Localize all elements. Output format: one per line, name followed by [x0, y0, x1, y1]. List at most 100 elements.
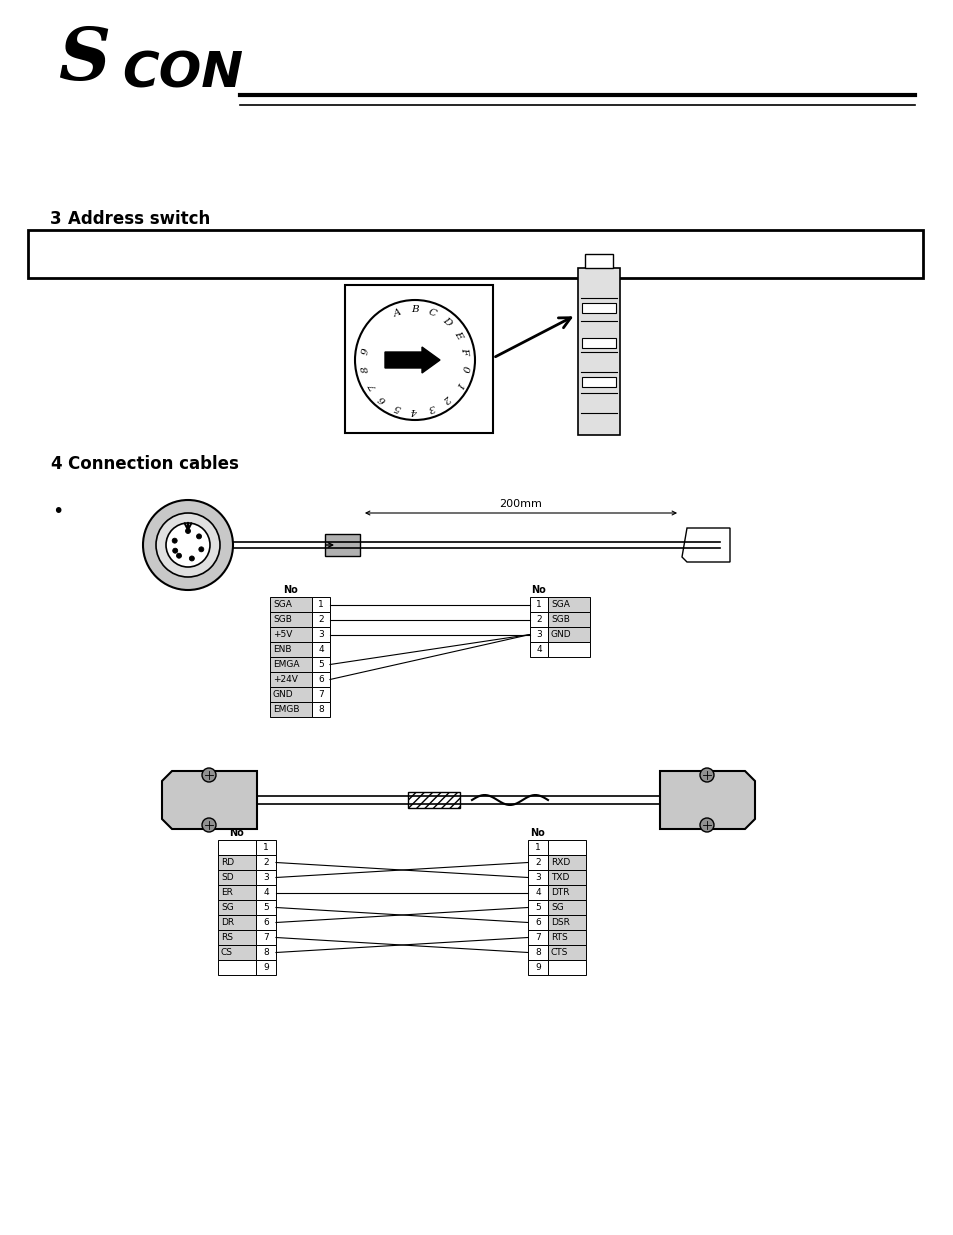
Bar	[547, 930, 585, 945]
Bar	[530, 642, 547, 657]
Text: 3: 3	[427, 401, 436, 412]
Text: 1: 1	[317, 600, 323, 609]
Text: 4: 4	[412, 405, 417, 415]
Bar	[547, 840, 585, 855]
Bar	[527, 869, 547, 885]
Bar	[547, 613, 589, 627]
Polygon shape	[162, 771, 256, 829]
Text: 8: 8	[263, 948, 269, 957]
Bar	[312, 657, 330, 672]
Bar	[218, 885, 255, 900]
Bar	[527, 855, 547, 869]
Circle shape	[700, 768, 713, 782]
Text: 8: 8	[535, 948, 540, 957]
Text: GND: GND	[273, 690, 294, 699]
Text: 4: 4	[536, 645, 541, 655]
Bar	[255, 885, 275, 900]
Bar	[312, 613, 330, 627]
Text: 8: 8	[317, 705, 323, 714]
Text: RD: RD	[221, 858, 233, 867]
Bar	[255, 930, 275, 945]
Text: +5V: +5V	[273, 630, 292, 638]
Bar	[218, 930, 255, 945]
Text: CON: CON	[122, 49, 243, 98]
Text: No: No	[530, 827, 545, 839]
Text: 200mm: 200mm	[499, 499, 542, 509]
Polygon shape	[659, 771, 754, 829]
Text: 7: 7	[535, 932, 540, 942]
Bar	[527, 960, 547, 974]
Text: No: No	[531, 585, 546, 595]
Circle shape	[189, 556, 194, 561]
Text: B: B	[411, 305, 418, 315]
Circle shape	[172, 538, 177, 543]
Circle shape	[196, 534, 201, 538]
Bar	[584, 254, 613, 268]
Bar	[270, 642, 312, 657]
Text: 6: 6	[535, 918, 540, 927]
Bar	[530, 627, 547, 642]
Circle shape	[202, 768, 215, 782]
Text: 9: 9	[535, 963, 540, 972]
Text: 2: 2	[263, 858, 269, 867]
Text: 7: 7	[366, 380, 376, 390]
Ellipse shape	[355, 300, 475, 420]
Text: ER: ER	[221, 888, 233, 897]
Circle shape	[185, 529, 191, 534]
Text: 7: 7	[263, 932, 269, 942]
Bar	[255, 840, 275, 855]
Text: C: C	[426, 308, 436, 319]
Text: D: D	[440, 316, 453, 327]
Text: 3: 3	[50, 210, 62, 228]
Text: RTS: RTS	[551, 932, 567, 942]
Polygon shape	[681, 529, 729, 562]
Bar	[527, 840, 547, 855]
Circle shape	[156, 513, 220, 577]
Text: 0: 0	[458, 364, 469, 373]
Bar	[547, 627, 589, 642]
Text: 1: 1	[536, 600, 541, 609]
Circle shape	[166, 522, 210, 567]
Text: SG: SG	[551, 903, 563, 911]
Bar	[578, 268, 619, 435]
Text: E: E	[452, 330, 463, 341]
Text: 3: 3	[535, 873, 540, 882]
Text: SGA: SGA	[273, 600, 292, 609]
Bar	[218, 869, 255, 885]
Circle shape	[172, 548, 177, 553]
Bar	[527, 900, 547, 915]
Bar	[408, 792, 459, 808]
Bar	[527, 915, 547, 930]
Text: SG: SG	[221, 903, 233, 911]
Circle shape	[198, 547, 204, 552]
Text: 4: 4	[50, 454, 62, 473]
Text: •: •	[52, 501, 63, 521]
Bar	[312, 642, 330, 657]
Bar	[270, 672, 312, 687]
Text: RS: RS	[221, 932, 233, 942]
Bar	[312, 597, 330, 613]
Bar	[581, 303, 616, 314]
Circle shape	[176, 553, 181, 558]
Bar	[547, 915, 585, 930]
Text: 1: 1	[263, 844, 269, 852]
Bar	[255, 960, 275, 974]
Text: 9: 9	[360, 347, 371, 356]
Bar	[312, 672, 330, 687]
Bar	[218, 960, 255, 974]
Bar	[218, 840, 255, 855]
Text: 3: 3	[536, 630, 541, 638]
Bar	[547, 869, 585, 885]
Bar	[581, 377, 616, 387]
Text: ENB: ENB	[273, 645, 292, 655]
Text: 7: 7	[317, 690, 323, 699]
Bar	[270, 657, 312, 672]
Bar	[255, 900, 275, 915]
Bar	[547, 597, 589, 613]
Bar	[547, 855, 585, 869]
Text: 2: 2	[318, 615, 323, 624]
Bar	[527, 930, 547, 945]
Bar	[312, 687, 330, 701]
Text: 2: 2	[535, 858, 540, 867]
Bar	[255, 855, 275, 869]
